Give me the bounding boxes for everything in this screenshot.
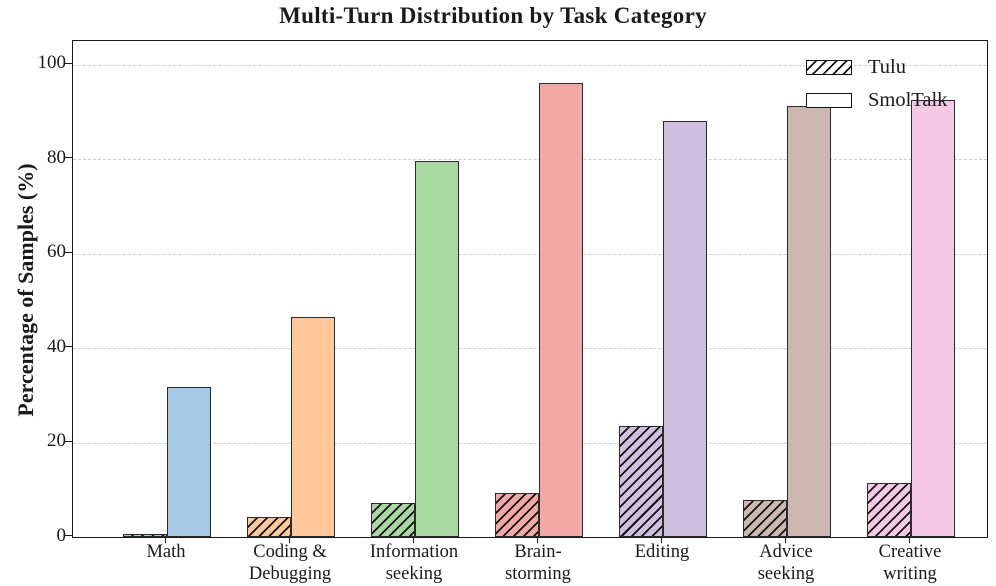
plot-area — [72, 40, 988, 538]
y-tick-mark-100 — [65, 62, 72, 64]
chart-title: Multi-Turn Distribution by Task Category — [279, 3, 707, 28]
y-tick-mark-80 — [65, 157, 72, 159]
y-tick-label-60: 60 — [47, 241, 66, 263]
bar-tulu-information-seeking — [371, 503, 415, 537]
y-tick-mark-0 — [65, 535, 72, 537]
legend-entry-smoltalk: SmolTalk — [806, 88, 947, 112]
bar-smoltalk-creative-writing — [911, 99, 955, 537]
x-category-label-creative-writing: Creative writing — [838, 541, 982, 585]
x-category-label-advice-seeking: Advice seeking — [714, 541, 858, 585]
x-category-label-information-seeking: Information seeking — [342, 541, 486, 585]
y-tick-label-80: 80 — [47, 146, 66, 168]
x-tick-mark-information-seeking — [413, 537, 415, 543]
y-tick-mark-60 — [65, 251, 72, 253]
x-category-label-line: Math — [146, 542, 186, 562]
bar-tulu-coding-debugging — [247, 516, 291, 537]
bar-smoltalk-brain-storming — [539, 83, 583, 537]
legend-label-tulu: Tulu — [868, 55, 906, 78]
x-category-label-line: Coding & — [253, 542, 327, 562]
x-category-label-coding-debugging: Coding & Debugging — [218, 541, 362, 585]
y-tick-label-40: 40 — [47, 335, 66, 357]
x-tick-mark-editing — [661, 537, 663, 543]
bar-smoltalk-advice-seeking — [787, 106, 831, 537]
legend: Tulu SmolTalk — [806, 55, 947, 121]
x-category-label-line: seeking — [757, 564, 815, 584]
bar-tulu-creative-writing — [867, 482, 911, 537]
x-category-label-line: Brain- — [514, 542, 562, 562]
bar-tulu-brain-storming — [495, 492, 539, 537]
x-category-label-line: Advice — [759, 542, 813, 562]
bar-tulu-advice-seeking — [743, 500, 787, 537]
x-tick-mark-math — [165, 537, 167, 543]
x-category-label-line: seeking — [385, 564, 443, 584]
x-tick-mark-coding-debugging — [289, 537, 291, 543]
x-category-label-line: Debugging — [248, 564, 332, 584]
bar-smoltalk-editing — [663, 121, 707, 537]
legend-label-smoltalk: SmolTalk — [868, 88, 948, 111]
x-category-label-editing: Editing — [590, 541, 734, 563]
x-category-label-line: Information — [369, 542, 459, 562]
legend-entry-tulu: Tulu — [806, 55, 947, 79]
x-tick-mark-advice-seeking — [785, 537, 787, 543]
bar-smoltalk-math — [167, 386, 211, 537]
y-tick-label-0: 0 — [56, 524, 67, 546]
x-tick-mark-brain-storming — [537, 537, 539, 543]
legend-swatch-tulu-hatched — [806, 59, 852, 75]
bar-tulu-math — [123, 534, 167, 537]
x-category-label-line: Editing — [634, 542, 690, 562]
gridline-80 — [73, 159, 987, 161]
gridline-20 — [73, 442, 987, 444]
x-category-label-line: storming — [505, 564, 571, 584]
x-category-label-math: Math — [94, 541, 238, 563]
x-category-label-line: writing — [883, 564, 937, 584]
y-tick-mark-40 — [65, 346, 72, 348]
gridline-40 — [73, 348, 987, 350]
y-tick-mark-20 — [65, 440, 72, 442]
gridline-60 — [73, 253, 987, 255]
x-tick-mark-creative-writing — [909, 537, 911, 543]
y-tick-label-100: 100 — [37, 52, 67, 74]
bar-smoltalk-information-seeking — [415, 160, 459, 537]
y-tick-label-20: 20 — [47, 430, 66, 452]
bar-tulu-editing — [619, 426, 663, 537]
x-category-label-brain-storming: Brain-storming — [466, 541, 610, 585]
bar-smoltalk-coding-debugging — [291, 317, 335, 537]
legend-swatch-smoltalk — [806, 92, 852, 108]
x-category-label-line: Creative — [878, 542, 942, 562]
gridline-100 — [73, 64, 987, 66]
